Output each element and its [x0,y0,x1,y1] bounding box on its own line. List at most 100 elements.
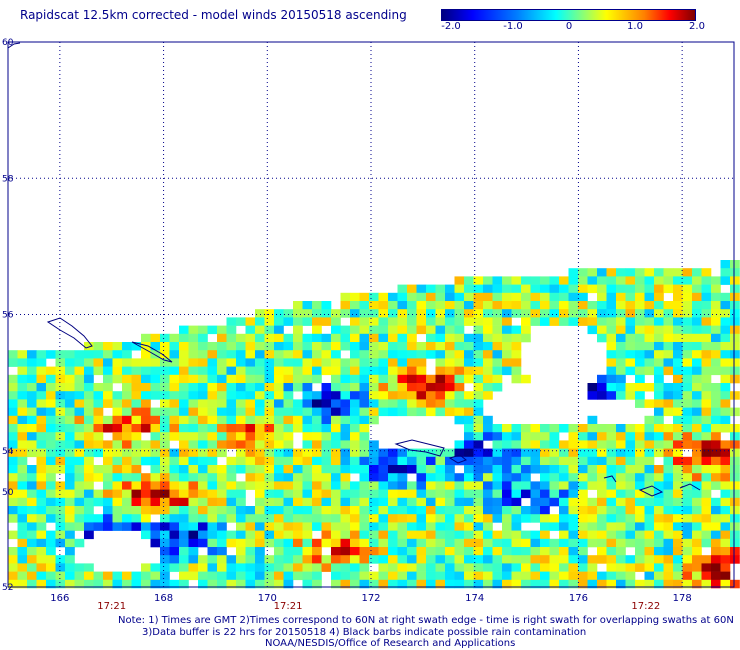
wind-cell [644,538,655,548]
wind-cell [359,522,370,531]
wind-cell [435,473,446,482]
wind-cell [616,547,626,556]
wind-cell [84,522,94,531]
wind-cell [321,333,332,343]
wind-cell [264,317,275,326]
wind-cell [435,522,446,531]
wind-cell [473,301,484,310]
wind-cell [606,440,617,449]
wind-cell [511,506,522,515]
wind-cell [46,563,56,572]
wind-cell [74,383,85,392]
wind-cell [492,276,503,285]
wind-cell [302,333,313,343]
wind-cell [473,424,484,433]
wind-cell [17,448,28,458]
wind-cell [378,514,389,523]
wind-cell [397,342,408,351]
wind-cell [654,506,664,515]
wind-cell [606,448,617,458]
wind-cell [454,448,465,458]
wind-cell [426,292,436,302]
wind-cell [369,350,379,359]
wind-cell [112,497,123,507]
wind-cell [635,350,645,359]
wind-cell [17,538,28,548]
wind-cell [8,350,18,359]
time-labels: 17:21 17:21 17:22 [97,601,660,612]
wind-cell [188,366,199,376]
wind-cell [283,342,294,351]
wind-cell [483,456,493,466]
wind-cell [274,424,284,433]
wind-cell [122,391,132,400]
wind-cell [521,473,531,482]
wind-cell [112,456,123,466]
wind-cell [540,276,550,285]
wind-cell [730,506,740,515]
wind-cell [274,342,284,351]
wind-cell [568,448,579,458]
wind-cell [150,391,161,400]
wind-cell [682,309,693,318]
wind-cell [701,366,712,376]
wind-cell [654,563,664,572]
wind-cell [397,333,408,343]
wind-cell [483,538,493,548]
wind-cell [302,547,313,556]
wind-cell [74,350,85,359]
wind-cell [663,547,674,556]
wind-cell [350,366,360,376]
wind-cell [720,448,731,458]
wind-cell [36,374,47,384]
wind-cell [730,309,740,318]
wind-cell [720,292,731,302]
wind-cell [730,465,740,474]
wind-cell [283,530,294,540]
wind-cell [511,358,522,367]
wind-cell [730,497,740,507]
wind-cell [331,530,341,540]
wind-cell [654,317,664,326]
wind-cell [207,448,218,458]
wind-cell [369,497,379,507]
wind-cell [502,563,512,572]
wind-cell [17,440,28,449]
wind-cell [426,522,436,531]
wind-cell [635,530,645,540]
wind-cell [36,473,47,482]
wind-cell [625,481,636,490]
wind-cell [169,538,180,548]
wind-cell [435,366,446,376]
wind-cell [141,563,151,572]
wind-cell [388,407,398,417]
wind-cell [511,555,522,564]
wind-cell [217,555,227,564]
wind-cell [625,456,636,466]
wind-cell [207,432,218,441]
wind-cell [597,309,607,318]
wind-cell [255,317,265,326]
wind-cell [274,383,284,392]
wind-cell [568,497,579,507]
wind-cell [663,268,674,277]
wind-cell [255,555,265,564]
wind-cell [8,391,18,400]
wind-cell [606,284,617,294]
wind-cell [711,473,721,482]
wind-cell [692,497,702,507]
wind-cell [131,432,142,441]
wind-cell [673,284,683,294]
wind-cell [454,383,465,392]
wind-cell [378,407,389,417]
wind-cell [321,317,332,326]
wind-cell [46,350,56,359]
wind-cell [312,473,322,482]
wind-cell [331,325,341,335]
wind-cell [331,555,341,564]
wind-cell [464,563,474,572]
wind-cell [350,333,360,343]
wind-cell [625,465,636,474]
wind-cell [388,481,398,490]
wind-cell [635,456,645,466]
